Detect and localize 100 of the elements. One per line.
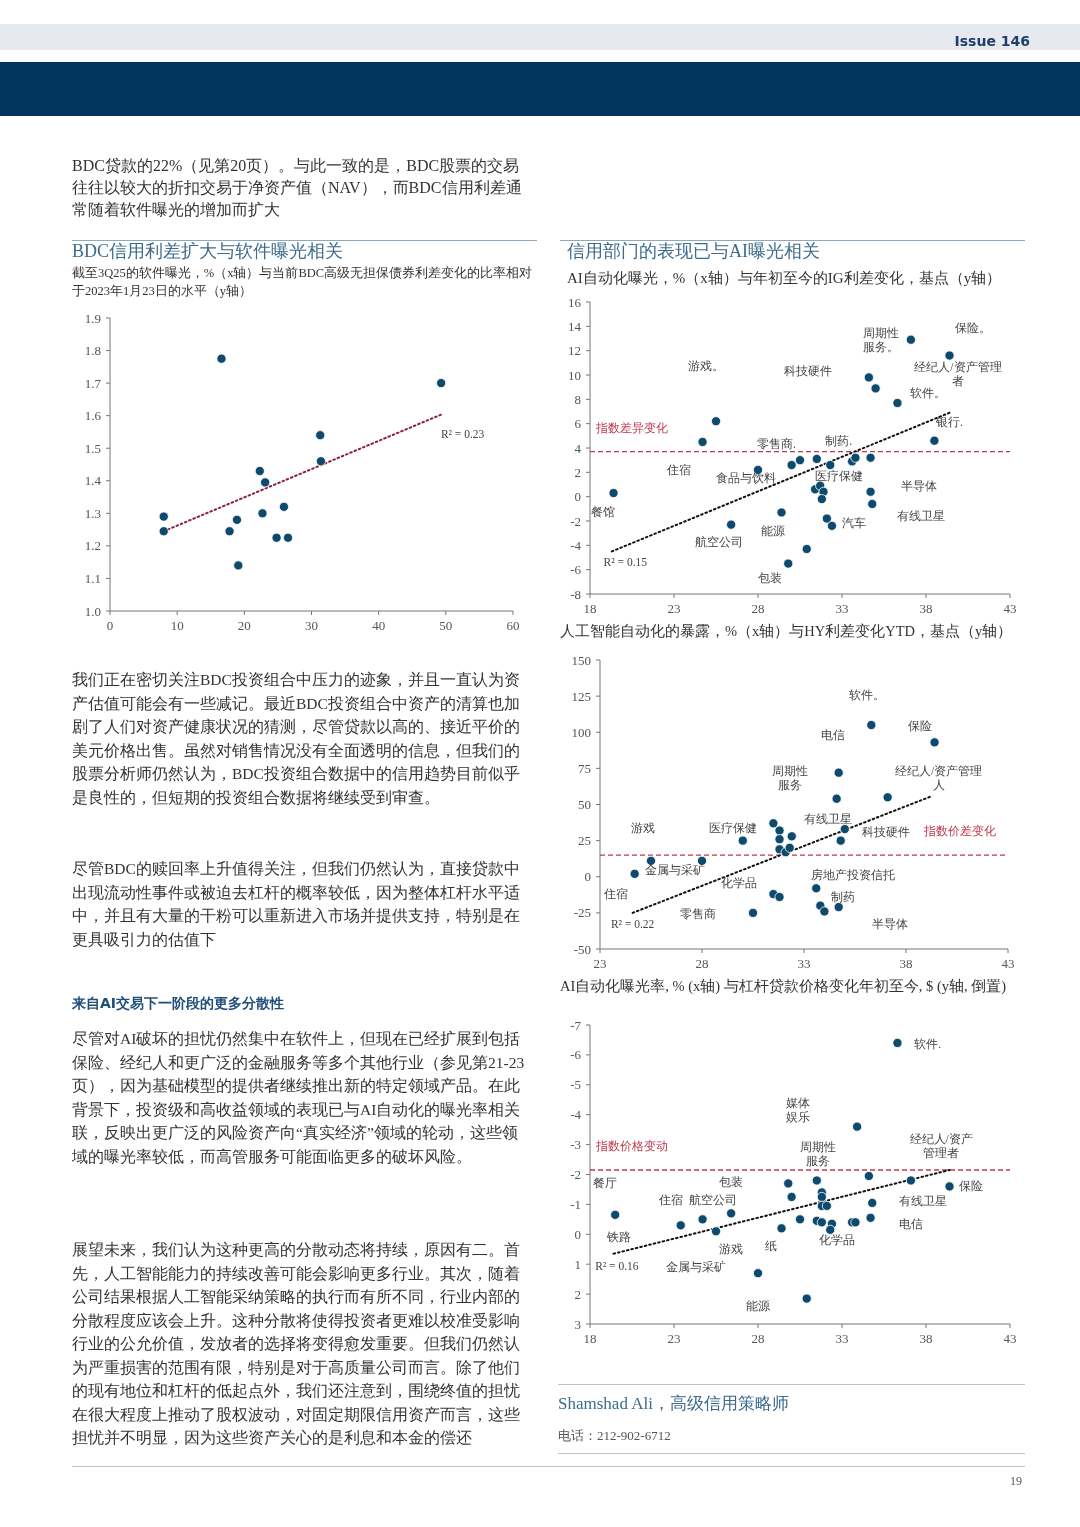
annotation: 保险 xyxy=(959,1180,984,1193)
annotation: 包装 xyxy=(757,572,782,585)
annotation: 能源 xyxy=(761,524,786,537)
x-tick-label: 18 xyxy=(583,1331,597,1346)
y-tick-label: 125 xyxy=(571,688,591,704)
y-tick-label: 8 xyxy=(574,391,581,407)
point xyxy=(748,907,758,918)
point xyxy=(795,1214,805,1225)
y-tick-label: -8 xyxy=(570,586,581,602)
y-tick-label: 16 xyxy=(568,294,582,310)
annotation: R² = 0.22 xyxy=(610,918,655,931)
point xyxy=(882,792,893,803)
y-tick-label: 75 xyxy=(578,760,591,776)
chart-title: 信用部门的表现已与AI曝光相关 xyxy=(567,240,821,262)
annotation: 经纪人/资产管理者 xyxy=(914,359,1002,387)
point xyxy=(821,513,832,524)
x-tick-label: 43 xyxy=(1003,1331,1017,1346)
x-tick-label: 43 xyxy=(1001,956,1015,971)
x-tick-label: 38 xyxy=(919,1331,933,1346)
point xyxy=(776,507,787,518)
y-tick-label: 0 xyxy=(574,1226,581,1242)
annotation: 住宿 xyxy=(603,887,629,901)
y-tick-label: 3 xyxy=(574,1316,581,1332)
y-tick-label: 2 xyxy=(574,464,581,480)
point xyxy=(801,1293,812,1304)
y-tick-label: -4 xyxy=(570,1107,582,1123)
text: 尽管BDC的赎回率上升值得关注，但我们仍然认为，直接贷款中出现流动性事件或被迫去杠杆的概率较低，因为整体杠杆水平适中，并且有大量的干粉可以重新进入市场并提供支持，特别是在更具吸引力的估值下 xyxy=(72,859,521,950)
x-tick-label: 28 xyxy=(751,601,765,616)
point xyxy=(867,498,878,509)
annotation: 汽车 xyxy=(841,516,866,530)
y-tick-label: -4 xyxy=(570,537,582,553)
annotation: 能源 xyxy=(746,1300,770,1313)
point xyxy=(231,514,242,525)
x-tick-label: 0 xyxy=(106,618,114,633)
annotation: 有线卫星 xyxy=(804,812,853,825)
y-tick-label: 1.0 xyxy=(84,603,101,619)
annotation: 游戏。 xyxy=(687,360,724,373)
point xyxy=(811,1175,822,1186)
y-tick-label: 25 xyxy=(578,833,591,849)
annotation: 科技硬件 xyxy=(784,365,833,378)
point xyxy=(811,453,822,464)
y-tick-label: -3 xyxy=(570,1137,581,1153)
x-tick-label: 23 xyxy=(593,956,607,971)
annotation: 半导体 xyxy=(901,479,938,492)
chart-subtitle: AI自动化曝光，%（x轴）与年初至今的IG利差变化，基点（y轴） xyxy=(567,269,1003,288)
annotation: 制药 xyxy=(830,890,855,903)
annotation: 餐馆 xyxy=(591,505,616,519)
point xyxy=(852,1121,863,1132)
y-tick-label: 2 xyxy=(574,1286,581,1302)
point xyxy=(850,452,861,463)
point xyxy=(697,1214,708,1225)
point xyxy=(929,435,940,446)
y-tick-label: 0 xyxy=(574,489,581,505)
y-tick-label: 0 xyxy=(584,869,591,885)
annotation: 餐厅 xyxy=(593,1177,618,1190)
x-tick-label: 40 xyxy=(372,618,386,633)
point xyxy=(867,1197,878,1208)
annotation: 保险 xyxy=(908,720,933,733)
point xyxy=(863,1171,874,1181)
point xyxy=(260,477,271,488)
y-tick-label: -2 xyxy=(570,1167,581,1182)
point xyxy=(795,455,805,466)
point xyxy=(776,1223,787,1234)
annotation: 金属与采矿 xyxy=(645,862,706,876)
annotation: 半导体 xyxy=(871,918,908,931)
y-tick-label: 4 xyxy=(574,440,582,456)
point xyxy=(608,488,619,499)
annotation: 住宿 xyxy=(666,462,692,476)
annotation: 零售商. xyxy=(757,437,797,451)
x-tick-label: 20 xyxy=(237,618,251,633)
annotation: 媒体娱乐 xyxy=(786,1097,811,1124)
y-tick-label: -6 xyxy=(570,1047,582,1063)
x-tick-label: 60 xyxy=(506,618,520,633)
point xyxy=(816,1217,827,1228)
point xyxy=(783,558,794,569)
point xyxy=(863,372,874,383)
annotation: 铁路 xyxy=(605,1231,631,1244)
annotation: 电信 xyxy=(898,1217,923,1230)
x-tick-label: 28 xyxy=(751,1331,765,1346)
x-tick-label: 50 xyxy=(439,618,453,633)
point xyxy=(831,793,842,804)
point xyxy=(892,397,903,408)
chart-title: 人工智能自动化的暴露，%（x轴）与HY利差变化YTD，基点（y轴） xyxy=(560,622,1014,641)
point xyxy=(216,353,227,364)
point xyxy=(224,526,235,537)
y-tick-label: -50 xyxy=(573,941,591,957)
annotation: 纸 xyxy=(765,1240,778,1253)
annotation: 银行. xyxy=(935,416,964,429)
annotation: 软件。 xyxy=(909,387,946,400)
point xyxy=(819,906,830,917)
chart-subtitle: 截至3Q25的软件曝光，%（x轴）与当前BDC高级无担保债券利差变化的比率相对于2023年1月23日的水平（y轴） xyxy=(72,265,534,300)
y-tick-label: 50 xyxy=(578,797,591,812)
y-tick-label: 100 xyxy=(571,724,591,740)
point xyxy=(865,1212,876,1223)
y-tick-label: 1.6 xyxy=(84,408,102,424)
text: 我们正在密切关注BDC投资组合中压力的迹象，并且一直认为资产估值可能会有一些减记。最近BDC投资组合中资产的清算也加剧了人们对资产健康状况的猜测，尽管贷款以高的、接近平价的美元价格出售。虽然对销售情况没有全面透明的信息，但我们的股票分析师仍然认为，BDC投资组合数据中的信用趋势目前似乎是良性的，但短期的投资组合数据将继续受到审查。 xyxy=(72,670,521,808)
annotation: 医疗保健 xyxy=(708,821,757,834)
x-tick-label: 30 xyxy=(305,618,318,633)
annotation: 有线卫星 xyxy=(898,1195,947,1208)
point xyxy=(610,1209,621,1220)
